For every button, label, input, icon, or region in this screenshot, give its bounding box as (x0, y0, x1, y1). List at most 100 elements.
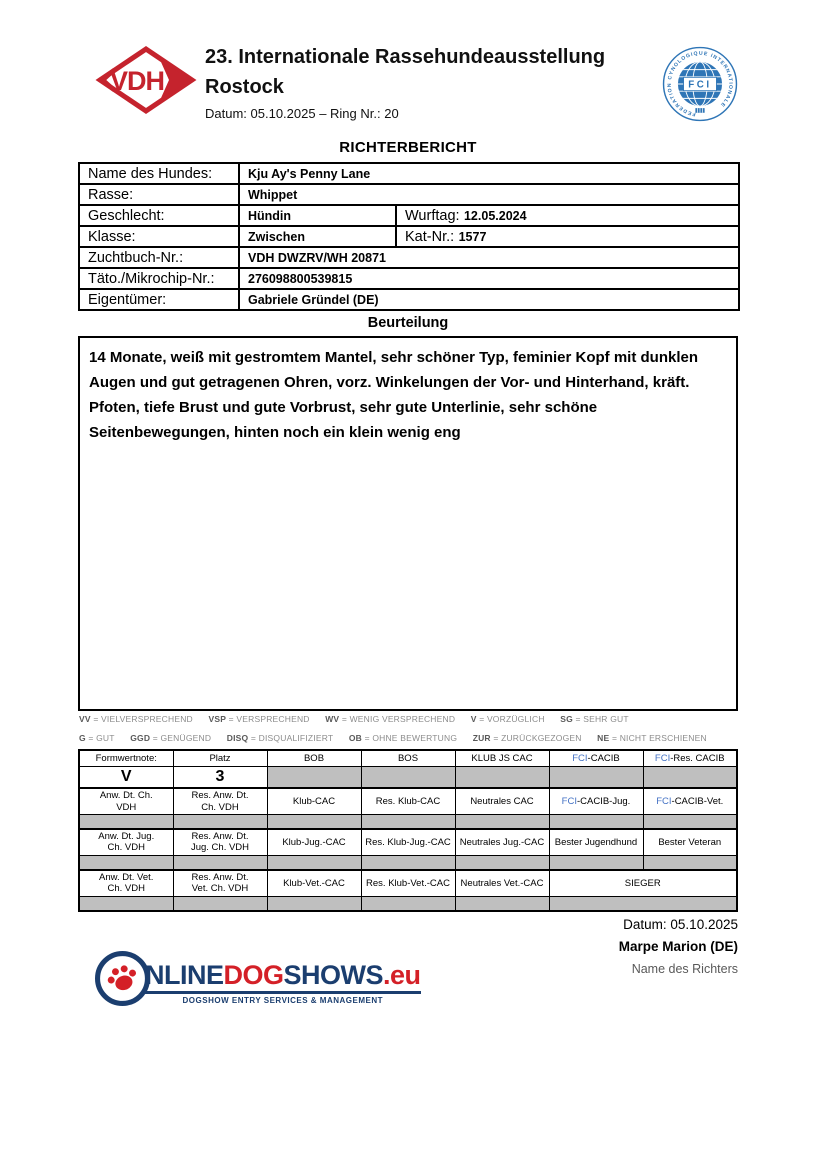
results-table: Formwertnote: Platz BOB BOS KLUB JS CAC … (78, 749, 738, 913)
detail-row-sex: Geschlecht: Hündin Wurftag: 12.05.2024 (78, 204, 740, 227)
header-bob: BOB (266, 749, 362, 767)
event-title-city: Rostock (205, 76, 284, 98)
detail-row-microchip: Täto./Mikrochip-Nr.: 276098800539815 (78, 267, 740, 290)
results-header-row: Formwertnote: Platz BOB BOS KLUB JS CAC … (78, 749, 738, 767)
label-cell: Klub-CAC (266, 787, 362, 815)
label-cell: Klub-Vet.-CAC (266, 869, 362, 897)
label-cell: Res. Klub-Vet.-CAC (360, 869, 456, 897)
evaluation-text: 14 Monate, weiß mit gestromtem Mantel, s… (89, 349, 698, 441)
detail-label: Eigentümer: (78, 288, 240, 311)
evaluation-title: Beurteilung (367, 315, 449, 331)
judge-caption: Name des Richters (631, 962, 738, 976)
studbook-value: VDH DWZRV/WH 20871 (238, 246, 740, 269)
legend-item: OB = OHNE BEWERTUNG (348, 733, 458, 743)
results-empty-row (78, 854, 738, 871)
header-formwertnote: Formwertnote: (78, 749, 174, 767)
birthdate-label: Wurftag: (405, 207, 460, 224)
empty-cell (642, 813, 738, 830)
empty-cell (172, 895, 268, 912)
header-fci-cacib: FCI-CACIB (548, 749, 644, 767)
label-cell: Neutrales Jug.-CAC (454, 828, 550, 856)
detail-label: Name des Hundes: (78, 162, 240, 185)
class-value: Zwischen (238, 225, 397, 248)
signature-block: Datum: 05.10.2025 Marpe Marion (DE) Name… (78, 917, 738, 976)
catalog-number-label: Kat-Nr.: (405, 228, 455, 245)
label-cell: FCI-CACIB-Vet. (642, 787, 738, 815)
birthdate-value: 12.05.2024 (463, 208, 527, 223)
label-cell: FCI-CACIB-Jug. (548, 787, 644, 815)
legend-line-2: G = GUT GGD = GENÜGEND DISQ = DISQUALIFI… (79, 733, 739, 743)
results-empty-row (78, 813, 738, 830)
grades-legend: VV = VIELVERSPRECHEND VSP = VERSPRECHEND… (79, 714, 739, 743)
empty-cell (266, 813, 362, 830)
empty-cell (266, 854, 362, 871)
label-cell: Anw. Dt. Ch. VDH (78, 787, 174, 815)
empty-cell (548, 813, 644, 830)
legend-item: GGD = GENÜGEND (130, 733, 212, 743)
label-cell: Res. Klub-Jug.-CAC (360, 828, 456, 856)
label-cell: Klub-Jug.-CAC (266, 828, 362, 856)
catalog-number-cell: Kat-Nr.: 1577 (395, 225, 740, 248)
detail-label: Zuchtbuch-Nr.: (78, 246, 240, 269)
results-jugend-row: Anw. Dt. Jug. Ch. VDH Res. Anw. Dt. Jug.… (78, 828, 738, 856)
detail-row-breed: Rasse: Whippet (78, 183, 740, 206)
legend-item: VSP = VERSPRECHEND (208, 714, 310, 724)
sex-value: Hündin (238, 204, 397, 227)
results-empty-row (78, 895, 738, 912)
results-veteran-row: Anw. Dt. Vet. Ch. VDH Res. Anw. Dt. Vet.… (78, 869, 738, 897)
label-cell: Anw. Dt. Jug. Ch. VDH (78, 828, 174, 856)
formwertnote-value: V (78, 765, 174, 789)
catalog-number-value: 1577 (458, 229, 487, 244)
legend-item: V = VORZÜGLICH (470, 714, 545, 724)
paw-icon (107, 965, 136, 991)
fci-logo: FEDERATION CYNOLOGIQUE INTERNATIONALE FC… (662, 46, 738, 122)
empty-cell (360, 765, 456, 789)
detail-row-owner: Eigentümer: Gabriele Gründel (DE) (78, 288, 740, 311)
legend-item: WV = WENIG VERSPRECHEND (325, 714, 456, 724)
legend-item: NE = NICHT ERSCHIENEN (597, 733, 707, 743)
owner-value: Gabriele Gründel (DE) (238, 288, 740, 311)
paw-circle-icon (95, 951, 150, 1006)
vdh-logo-text: VDH (110, 66, 164, 96)
header-bos: BOS (360, 749, 456, 767)
empty-cell (78, 813, 174, 830)
label-cell: Res. Klub-CAC (360, 787, 456, 815)
results-champ-row: Anw. Dt. Ch. VDH Res. Anw. Dt. Ch. VDH K… (78, 787, 738, 815)
empty-cell (78, 895, 174, 912)
ods-tagline: DOGSHOW ENTRY SERVICES & MANAGEMENT (182, 996, 384, 1005)
empty-cell (266, 895, 362, 912)
legend-item: G = GUT (79, 733, 115, 743)
judge-name: Marpe Marion (DE) (618, 939, 738, 954)
detail-label: Rasse: (78, 183, 240, 206)
ods-underline (145, 991, 421, 994)
detail-label: Täto./Mikrochip-Nr.: (78, 267, 240, 290)
empty-cell (548, 765, 644, 789)
platz-value: 3 (172, 765, 268, 789)
header-fci-res-cacib: FCI-Res. CACIB (642, 749, 738, 767)
event-title-block: 23. Internationale Rassehundeausstellung… (205, 42, 655, 121)
legend-item: SG = SEHR GUT (560, 714, 629, 724)
label-cell: Res. Anw. Dt. Vet. Ch. VDH (172, 869, 268, 897)
label-cell: Neutrales CAC (454, 787, 550, 815)
event-title: 23. Internationale Rassehundeausstellung (205, 46, 606, 68)
empty-cell (548, 854, 644, 871)
header-klub-js-cac: KLUB JS CAC (454, 749, 550, 767)
detail-row-class: Klasse: Zwischen Kat-Nr.: 1577 (78, 225, 740, 248)
detail-row-studbook: Zuchtbuch-Nr.: VDH DWZRV/WH 20871 (78, 246, 740, 269)
dog-name-value: Kju Ay's Penny Lane (238, 162, 740, 185)
empty-cell (266, 765, 362, 789)
fci-barcode-icon (695, 108, 705, 113)
results-values-row: V 3 (78, 765, 738, 789)
label-cell: Res. Anw. Dt. Jug. Ch. VDH (172, 828, 268, 856)
microchip-value: 276098800539815 (238, 267, 740, 290)
empty-cell (642, 765, 738, 789)
empty-cell (454, 813, 550, 830)
label-cell: Bester Veteran (642, 828, 738, 856)
label-cell: Res. Anw. Dt. Ch. VDH (172, 787, 268, 815)
vdh-logo: VDH (95, 45, 197, 115)
dog-details-table: Name des Hundes: Kju Ay's Penny Lane Ras… (78, 162, 740, 311)
empty-cell (172, 813, 268, 830)
empty-cell (360, 854, 456, 871)
ods-wordmark-block: NLINEDOGSHOWS.eu DOGSHOW ENTRY SERVICES … (145, 951, 421, 1005)
